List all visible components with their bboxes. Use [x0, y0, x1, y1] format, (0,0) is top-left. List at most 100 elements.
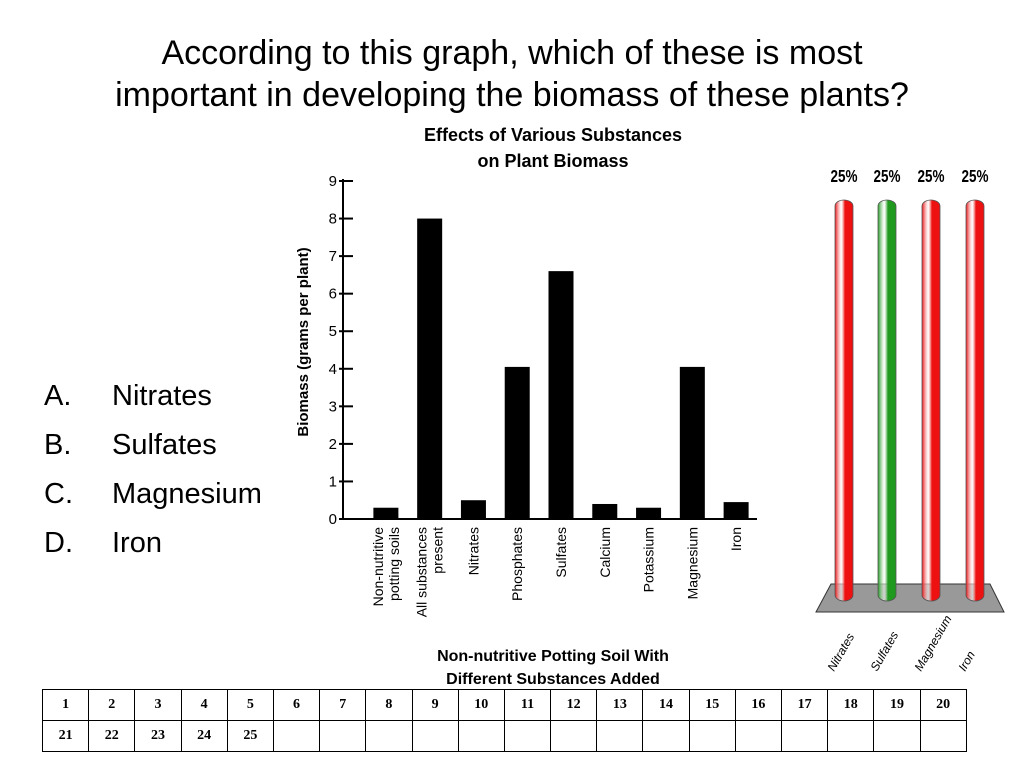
bar [679, 366, 705, 519]
grid-cell: 11 [503, 689, 552, 721]
grid-cell [734, 720, 783, 752]
option-letter: D. [44, 527, 73, 559]
y-tick-label: 8 [329, 211, 337, 228]
option-letter: C. [44, 478, 73, 510]
y-tick-label: 6 [329, 286, 337, 303]
grid-cell [503, 720, 552, 752]
grid-cell [827, 720, 875, 752]
option-text: Sulfates [112, 429, 217, 461]
bar [460, 500, 486, 519]
bar [636, 507, 662, 519]
grid-cell: 20 [919, 689, 967, 721]
bar [417, 218, 443, 520]
grid-cell: 17 [780, 689, 829, 721]
grid-cell: 10 [457, 689, 505, 721]
grid-row: 21 22 23 24 25 [41, 720, 967, 752]
poll-bar [965, 199, 985, 602]
grid-row: 1 2 3 4 5 6 7 8 9 10 11 12 13 14 15 16 17 18 19 20 [41, 689, 967, 721]
grid-cell: 16 [734, 689, 783, 721]
grid-cell [319, 720, 367, 752]
x-tick-label: Nitrates [465, 527, 481, 575]
bar [373, 507, 399, 519]
y-tick-label: 5 [329, 323, 337, 340]
x-tick-label: Magnesium [684, 527, 700, 599]
grid-cell: 15 [688, 689, 736, 721]
option-a[interactable]: A. Nitrates [44, 372, 262, 421]
grid-cell [919, 720, 967, 752]
grid-cell: 18 [827, 689, 875, 721]
grid-cell: 23 [134, 720, 182, 752]
option-text: Magnesium [112, 478, 262, 510]
poll-category-label: Magnesium [911, 613, 954, 674]
poll-category-label: Sulfates [867, 629, 901, 674]
y-tick-label: 9 [329, 173, 337, 190]
grid-cell: 12 [550, 689, 598, 721]
option-letter: B. [44, 429, 72, 461]
option-text: Iron [112, 527, 162, 559]
poll-bar [877, 199, 897, 602]
poll-category-label: Iron [955, 648, 978, 673]
x-tick-label: Phosphates [509, 527, 525, 601]
x-axis-label-line: Different Substances Added [446, 671, 660, 688]
poll-value-label: 25% [962, 167, 989, 186]
option-text: Nitrates [112, 380, 212, 412]
answer-options: A. Nitrates B. Sulfates C. Magnesium D. … [44, 372, 262, 568]
option-b[interactable]: B. Sulfates [44, 421, 262, 470]
grid-cell [688, 720, 736, 752]
x-tick-label: present [430, 527, 446, 574]
option-c[interactable]: C. Magnesium [44, 470, 262, 519]
grid-cell [642, 720, 690, 752]
x-axis-label-line: Non-nutritive Potting Soil With [437, 648, 669, 665]
x-tick-label: Non-nutritive [370, 527, 386, 607]
grid-cell [272, 720, 321, 752]
grid-cell [365, 720, 413, 752]
title-line-2: important in developing the biomass of t… [115, 76, 909, 114]
grid-cell: 6 [272, 689, 321, 721]
x-tick-label: All substances [414, 527, 430, 617]
grid-cell [780, 720, 829, 752]
slide-title: According to this graph, which of these … [20, 32, 1004, 116]
option-letter: A. [44, 380, 72, 412]
y-tick-label: 1 [329, 473, 337, 490]
y-tick-label: 0 [329, 511, 337, 528]
y-tick-label: 2 [329, 436, 337, 453]
grid-cell: 14 [642, 689, 690, 721]
grid-cell [873, 720, 921, 752]
grid-cell: 3 [134, 689, 182, 721]
grid-cell: 8 [365, 689, 413, 721]
grid-cell [550, 720, 598, 752]
grid-cell [596, 720, 644, 752]
grid-cell [411, 720, 459, 752]
grid-cell: 13 [596, 689, 644, 721]
grid-cell: 4 [180, 689, 228, 721]
chart-title-line: on Plant Biomass [477, 151, 628, 171]
grid-cell: 24 [180, 720, 228, 752]
grid-cell: 21 [41, 720, 90, 752]
bar [592, 503, 618, 519]
title-line-1: According to this graph, which of these … [161, 34, 863, 72]
bar [548, 271, 574, 519]
poll-value-label: 25% [918, 167, 945, 186]
bar [504, 366, 530, 519]
y-tick-label: 7 [329, 248, 337, 265]
grid-cell: 22 [88, 720, 136, 752]
grid-cell: 9 [411, 689, 459, 721]
grid-cell [457, 720, 505, 752]
x-tick-label: Calcium [597, 527, 613, 578]
x-tick-label: Sulfates [553, 527, 569, 578]
y-tick-label: 3 [329, 398, 337, 415]
grid-cell: 7 [319, 689, 367, 721]
x-tick-label: Iron [728, 527, 744, 551]
chart-title-line: Effects of Various Substances [424, 125, 682, 145]
x-tick-label: Potassium [641, 527, 657, 592]
grid-cell: 1 [41, 689, 90, 721]
response-grid: 1 2 3 4 5 6 7 8 9 10 11 12 13 14 15 16 17 18 19 20 21 22 23 24 2… [41, 689, 967, 752]
poll-bar [921, 199, 941, 602]
y-axis-label: Biomass (grams per plant) [295, 247, 312, 436]
y-tick-label: 4 [329, 361, 337, 378]
x-tick-label: potting soils [386, 527, 402, 601]
option-d[interactable]: D. Iron [44, 519, 262, 568]
poll-category-label: Nitrates [824, 631, 857, 674]
